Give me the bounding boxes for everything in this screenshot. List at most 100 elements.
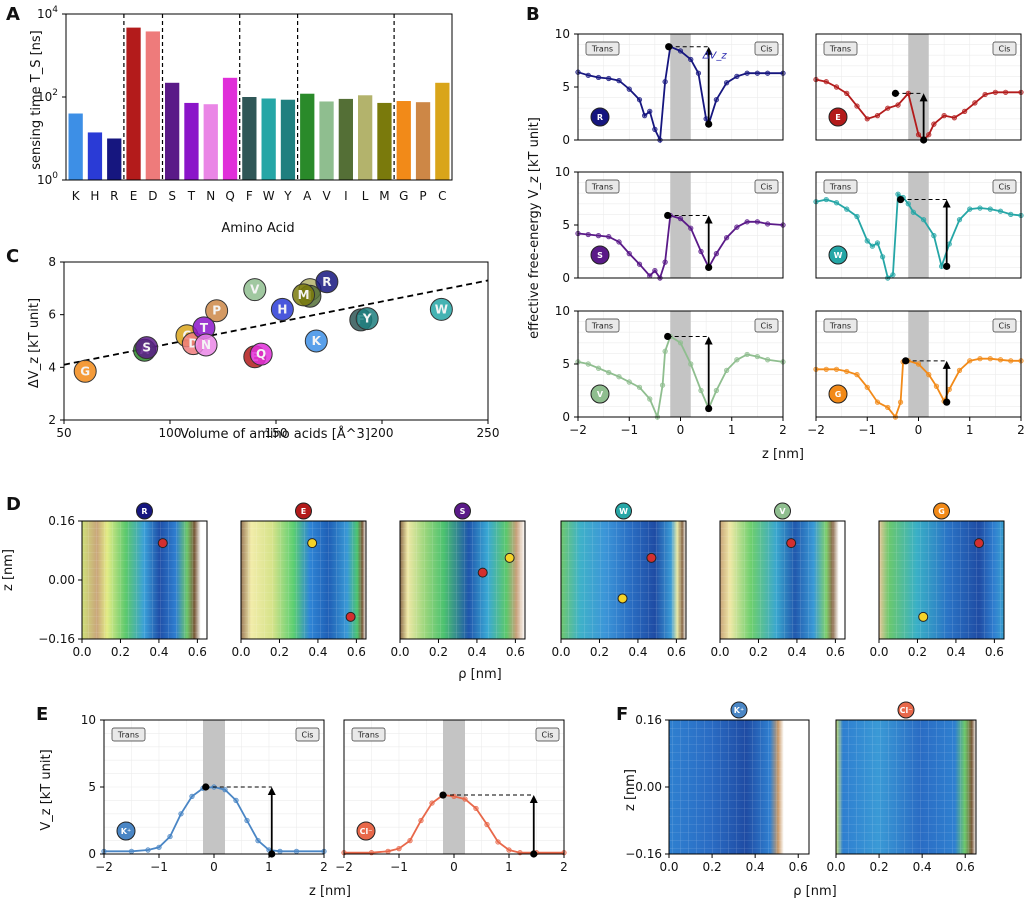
trans-tag-box (585, 318, 620, 333)
panel-label-a: A (6, 4, 20, 25)
minimum-marker (974, 538, 984, 549)
delta-vz-label: ΔV_z (702, 51, 728, 62)
heatmap-frame-E (240, 520, 367, 640)
max-point (202, 783, 210, 791)
max-point (891, 89, 900, 97)
heatmap-grid (720, 521, 845, 639)
xtick-label-0.6: 0.6 (347, 645, 366, 659)
badge-W-label: W (834, 251, 843, 260)
xtick-label-0.4: 0.4 (467, 645, 486, 659)
badge-E-label: E (301, 507, 306, 516)
panel-e-ylabel: V_z [kT unit] (39, 749, 54, 830)
sample-point (921, 217, 927, 223)
bar-L (358, 95, 373, 180)
minimum-marker (617, 593, 628, 604)
xtick-label-2: 2 (560, 860, 568, 874)
point-H (270, 297, 294, 321)
sample-point (885, 404, 891, 411)
heatmap-frame-W (560, 520, 687, 640)
ytick-label-2: 2 (48, 413, 56, 427)
sample-point (606, 369, 612, 376)
sample-point (854, 103, 860, 109)
sample-point (636, 261, 643, 267)
ytick-label-10: 10 (81, 713, 96, 727)
badge-Cl⁻-label: Cl⁻ (360, 827, 373, 836)
xtick-label-0.2: 0.2 (870, 860, 889, 874)
trans-tag-text: Trans (591, 322, 613, 331)
xtick-K: K (72, 189, 81, 203)
heatmap-grid (561, 521, 686, 639)
sample-point (606, 234, 612, 240)
point-G (73, 359, 97, 383)
sample-point (698, 248, 704, 255)
sample-point (698, 387, 704, 394)
heatmap-grid (879, 521, 1004, 639)
panel-label-e: E (36, 704, 48, 725)
bar-F (242, 97, 257, 180)
xtick-label-0: 0 (450, 860, 458, 874)
barrier-arrowhead (942, 199, 951, 208)
panel-label-f: F (616, 704, 628, 725)
sample-point (915, 132, 922, 138)
heatmap-frame-S (399, 520, 526, 640)
sample-point (982, 91, 988, 98)
point-W (429, 297, 453, 321)
frame-W (815, 171, 1022, 279)
ytick-label-4: 4 (48, 360, 56, 374)
sample-point (128, 848, 135, 854)
sample-point (703, 116, 709, 122)
badge-Cl⁻-circle (897, 701, 915, 719)
sample-point (688, 361, 694, 367)
panel-d-xlabel: ρ [nm] (458, 667, 501, 682)
xtick-D: D (148, 189, 157, 203)
sample-point (754, 219, 760, 225)
sample-point (233, 797, 239, 804)
sample-point (869, 243, 875, 249)
sample-point (967, 206, 973, 212)
xtick-label-1: 1 (966, 423, 974, 437)
sample-point (662, 348, 668, 354)
badge-G-circle (828, 384, 848, 404)
badge-G-label: G (938, 507, 945, 516)
xtick-label-0.2: 0.2 (429, 645, 448, 659)
sample-point (987, 206, 993, 212)
sample-point (933, 383, 940, 389)
sample-point (854, 372, 860, 378)
xtick-F: F (246, 189, 253, 203)
sample-point (713, 97, 719, 103)
sample-point (895, 102, 901, 108)
ytick-label-0: 0 (562, 271, 570, 285)
xtick-label-0.0: 0.0 (826, 860, 845, 874)
panel-b-ylabel: effective free-energy V_z [kT unit] (527, 117, 542, 339)
sample-point (724, 235, 730, 241)
sample-point (977, 356, 983, 362)
ytick-label-6: 6 (48, 308, 56, 322)
sample-point (987, 356, 993, 362)
xtick-label-0.4: 0.4 (149, 645, 168, 659)
badge-W-circle (828, 245, 848, 265)
ytick-label-5: 5 (562, 218, 570, 232)
sample-point (396, 846, 402, 852)
sample-point (962, 108, 968, 114)
trans-tag-text: Trans (357, 731, 379, 740)
sample-point (823, 196, 829, 203)
sample-point (647, 396, 653, 402)
sample-point (874, 113, 881, 119)
sample-point (595, 74, 602, 81)
sample-point (833, 84, 840, 90)
sample-point (595, 365, 602, 371)
badge-S-circle (590, 245, 610, 265)
point-K (304, 329, 328, 353)
minimum-marker (307, 538, 318, 549)
sample-point (647, 108, 653, 114)
ytick-label-10: 10 (555, 304, 570, 318)
minimum-marker (646, 552, 657, 563)
sample-point (992, 89, 998, 95)
sample-point (636, 97, 643, 103)
xtick-label--2: −2 (335, 860, 353, 874)
sample-point (915, 361, 922, 367)
sample-point (473, 805, 479, 812)
sample-point (946, 386, 952, 393)
sample-point (941, 113, 947, 119)
minimum-marker (157, 538, 168, 549)
